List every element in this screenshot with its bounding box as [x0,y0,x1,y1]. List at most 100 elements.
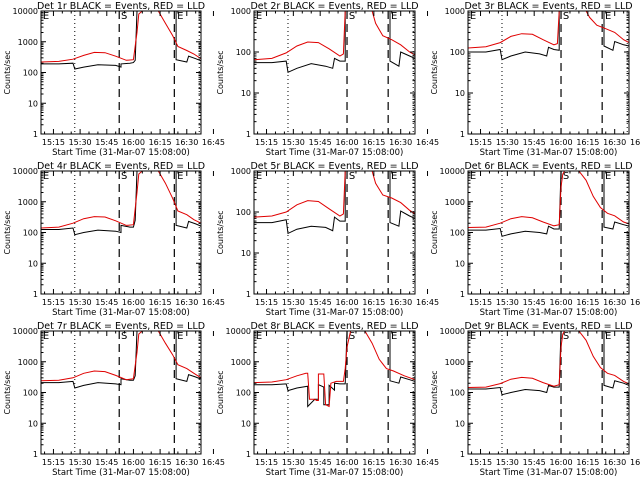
y-tick-label: 1000 [445,358,465,367]
x-tick-label: 16:30 [175,138,198,147]
x-tick-label: 16:45 [416,138,439,147]
y-tick-label: 1000 [445,7,465,16]
y-axis-label: Counts/sec [216,370,225,414]
x-tick-label: 15:15 [255,458,278,467]
y-tick-label: 1 [33,450,38,459]
x-axis-label: Start Time (31-Mar-07 15:08:00) [52,148,190,158]
x-tick-label: 15:15 [255,298,278,307]
x-tick-label: 16:00 [549,138,572,147]
x-tick-label: 15:15 [255,138,278,147]
x-tick-label: 16:45 [416,458,439,467]
y-tick-label: 1 [246,290,251,299]
y-tick-label: 1000 [18,38,38,47]
series-line-events [41,331,201,389]
y-tick-label: 1 [33,290,38,299]
x-tick-label: 16:00 [549,458,572,467]
end-marker-label-left: E [256,171,262,182]
x-tick-label: 16:45 [416,298,439,307]
end-marker-label: E [177,171,183,182]
x-tick-label: 15:45 [309,458,332,467]
start-marker-label: S [563,171,569,182]
y-axis-label: Counts/sec [216,50,225,94]
series-line-events [254,11,415,74]
y-tick-label: 10 [241,419,251,428]
y-tick-label: 1 [246,130,251,139]
x-tick-label: 15:15 [469,458,492,467]
end-marker-label: E [605,331,611,342]
plot-frame [467,330,630,455]
y-tick-label: 1000 [231,7,251,16]
x-tick-label: 15:30 [282,138,305,147]
panel-title: Det 9r BLACK = Events, RED = LLD [464,321,632,332]
y-tick-label: 100 [236,208,251,217]
y-tick-label: 100 [23,229,38,238]
end-marker-label: E [605,11,611,22]
y-tick-label: 1 [246,450,251,459]
y-tick-label: 1 [460,290,465,299]
series-line-lld [254,171,415,218]
end-marker-label-left: E [256,331,262,342]
x-tick-label: 16:00 [335,298,358,307]
x-tick-label: 15:45 [523,298,546,307]
x-tick-label: 15:30 [69,298,92,307]
y-tick-label: 1 [33,130,38,139]
x-tick-label: 16:45 [202,298,225,307]
series-line-events [254,171,415,235]
end-marker-label: E [177,331,183,342]
panel-title: Det 8r BLACK = Events, RED = LLD [250,321,418,332]
y-tick-label: 10000 [13,167,38,176]
x-tick-label: 15:45 [309,298,332,307]
series-line-events [41,11,201,70]
start-marker-label: S [121,171,127,182]
y-axis-label: Counts/sec [3,210,12,254]
y-tick-label: 10000 [440,167,465,176]
y-tick-label: 1 [460,130,465,139]
series-line-events [254,331,415,408]
end-marker-label-left: E [43,11,49,22]
y-tick-label: 10000 [13,7,38,16]
end-marker-label: E [391,171,397,182]
end-marker-label: E [391,331,397,342]
y-tick-label: 1000 [231,358,251,367]
x-tick-label: 16:30 [175,458,198,467]
x-tick-label: 15:15 [42,458,65,467]
y-tick-label: 10 [241,249,251,258]
series-line-lld [468,11,629,49]
y-tick-label: 1000 [18,198,38,207]
start-marker-label: S [349,171,355,182]
y-tick-label: 100 [450,48,465,57]
x-tick-label: 15:45 [95,298,118,307]
series-line-lld [254,11,415,61]
x-tick-label: 15:30 [282,458,305,467]
x-tick-label: 16:00 [335,138,358,147]
x-tick-label: 15:30 [496,138,519,147]
start-marker-label: S [563,11,569,22]
start-marker-label: S [349,11,355,22]
x-tick-label: 16:15 [576,138,599,147]
x-tick-label: 16:15 [362,138,385,147]
x-tick-label: 16:30 [389,138,412,147]
x-axis-label: Start Time (31-Mar-07 15:08:00) [266,308,404,318]
series-line-events [41,171,201,236]
start-marker-label: S [121,331,127,342]
x-tick-label: 16:45 [202,138,225,147]
x-tick-label: 15:15 [42,138,65,147]
plot-frame [253,10,416,135]
y-tick-label: 1000 [18,358,38,367]
y-tick-label: 10000 [440,327,465,336]
series-line-lld [41,171,201,229]
x-tick-label: 16:45 [630,298,640,307]
y-tick-label: 1000 [445,198,465,207]
end-marker-label-left: E [43,171,49,182]
end-marker-label-left: E [43,331,49,342]
x-tick-label: 16:00 [122,458,145,467]
start-marker-label: S [563,331,569,342]
series-line-lld [41,11,201,63]
x-tick-label: 15:30 [496,458,519,467]
end-marker-label-left: E [256,11,262,22]
